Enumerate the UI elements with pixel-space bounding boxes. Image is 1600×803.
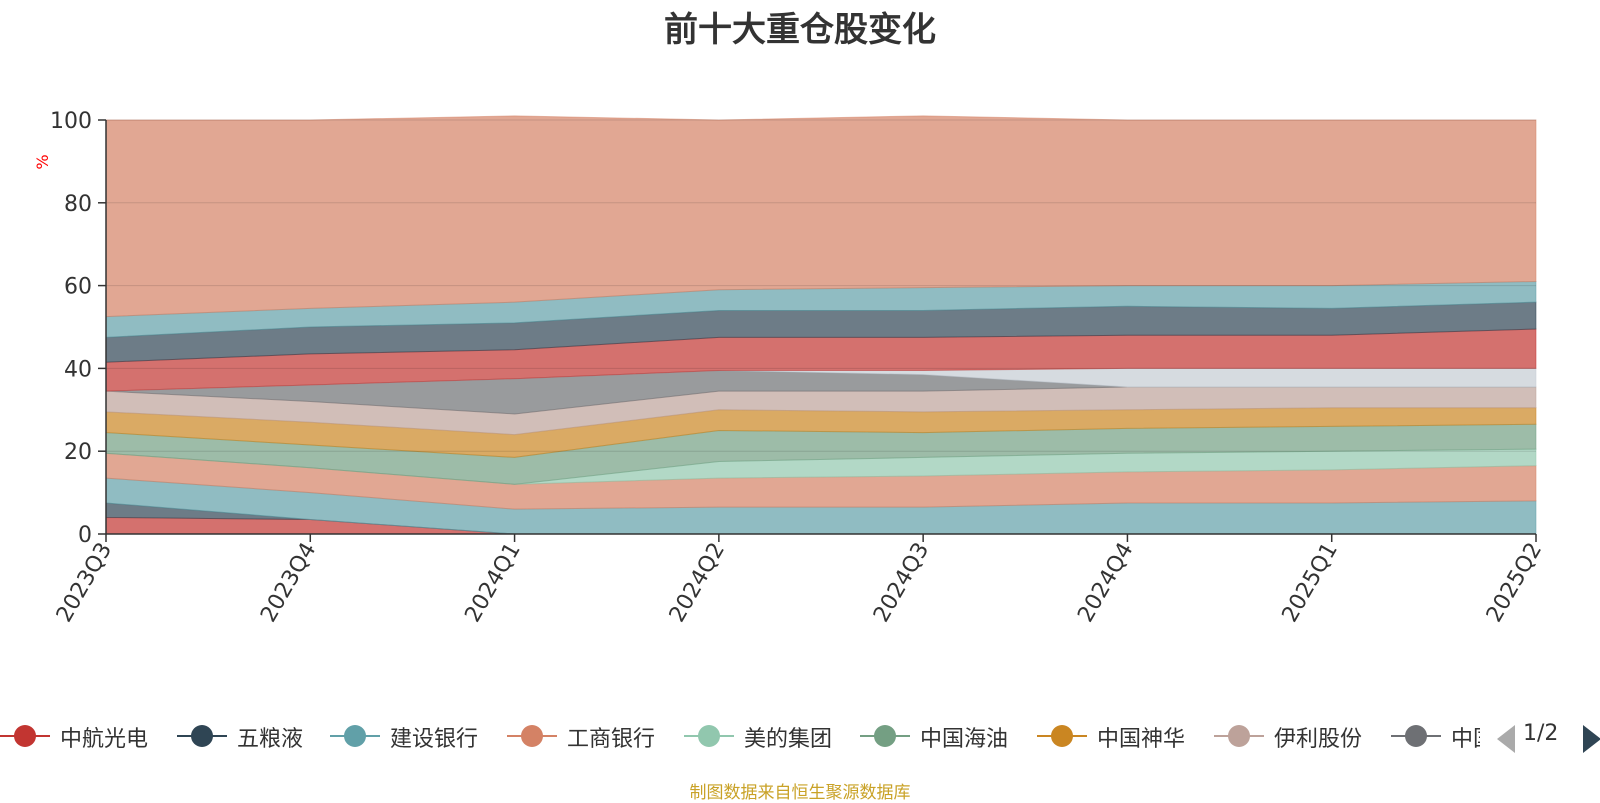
legend-item[interactable]: 建设银行 xyxy=(330,718,500,754)
legend-dot-icon xyxy=(191,725,213,747)
y-tick-label: 80 xyxy=(64,192,92,217)
x-tick-label: 2023Q3 xyxy=(52,539,117,627)
legend-dot-icon xyxy=(874,725,896,747)
legend-label: 中国神华 xyxy=(1097,727,1186,752)
y-tick-label: 60 xyxy=(64,275,92,300)
legend-label: 工商银行 xyxy=(567,727,656,752)
legend-prev-page-icon[interactable] xyxy=(1497,725,1515,753)
x-tick-label: 2025Q2 xyxy=(1482,539,1547,627)
x-tick-label: 2025Q1 xyxy=(1278,539,1343,627)
y-tick-label: 20 xyxy=(64,440,92,465)
legend-label: 中国 xyxy=(1451,727,1480,752)
legend-item[interactable]: 美的集团 xyxy=(684,718,854,754)
y-tick-label: 100 xyxy=(50,109,92,134)
y-tick-label: 0 xyxy=(78,523,92,548)
legend-dot-icon xyxy=(1228,725,1250,747)
legend-next-page-icon[interactable] xyxy=(1583,725,1600,753)
legend-pager: 1/2 xyxy=(1497,718,1600,754)
x-tick-label: 2023Q4 xyxy=(256,539,321,627)
legend-dot-icon xyxy=(1051,725,1073,747)
y-tick-label: 40 xyxy=(64,357,92,382)
legend-label: 中航光电 xyxy=(60,727,149,752)
legend-page-indicator: 1/2 xyxy=(1523,721,1559,746)
area-series-14[interactable] xyxy=(105,115,1537,318)
legend-item[interactable]: 伊利股份 xyxy=(1214,718,1384,754)
legend-dot-icon xyxy=(521,725,543,747)
legend-item[interactable]: 中国海油 xyxy=(860,718,1030,754)
legend-label: 五粮液 xyxy=(237,727,304,752)
legend-item[interactable]: 中国 xyxy=(1391,718,1480,754)
legend-dot-icon xyxy=(344,725,366,747)
source-note: 制图数据来自恒生聚源数据库 xyxy=(689,783,911,803)
legend-label: 中国海油 xyxy=(920,727,1009,752)
legend: 中航光电 五粮液 建设银行 工商银行 美的集团 中国海油 中国神华 伊利股份 中国 xyxy=(0,718,1480,754)
legend-label: 伊利股份 xyxy=(1274,727,1363,752)
legend-dot-icon xyxy=(698,725,720,747)
legend-item[interactable]: 工商银行 xyxy=(507,718,677,754)
area-layers xyxy=(105,115,1537,535)
legend-dot-icon xyxy=(14,725,36,747)
grid-lines xyxy=(106,119,1536,452)
x-tick-label: 2024Q1 xyxy=(460,539,525,627)
x-tick-label: 2024Q2 xyxy=(665,539,730,627)
legend-label: 美的集团 xyxy=(744,727,833,752)
y-axis-label: % xyxy=(33,154,52,169)
x-tick-label: 2024Q3 xyxy=(869,539,934,627)
legend-label: 建设银行 xyxy=(390,727,479,752)
legend-dot-icon xyxy=(1405,725,1427,747)
x-tick-label: 2024Q4 xyxy=(1073,539,1138,627)
legend-item[interactable]: 中国神华 xyxy=(1037,718,1207,754)
legend-item[interactable]: 五粮液 xyxy=(177,718,347,754)
legend-item[interactable]: 中航光电 xyxy=(0,718,170,754)
chart-title: 前十大重仓股变化 xyxy=(664,10,936,50)
